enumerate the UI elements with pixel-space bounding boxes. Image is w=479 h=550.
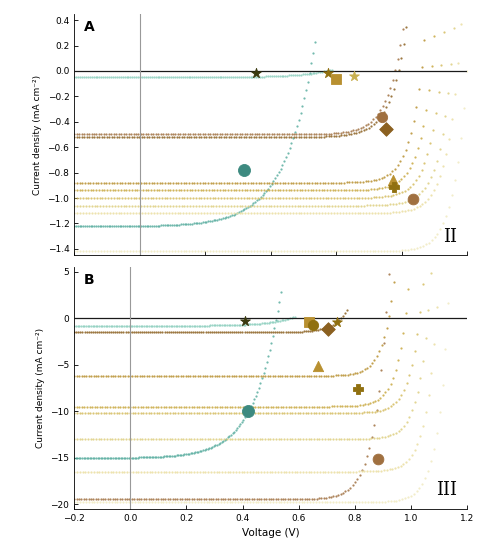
Point [374,454,382,463]
Point [389,176,397,185]
Point [241,316,249,325]
Text: B: B [84,273,95,287]
Point [324,324,332,333]
Point [332,74,340,83]
Y-axis label: Current density (mA cm⁻²): Current density (mA cm⁻²) [33,74,42,195]
Point [333,318,341,327]
Point [409,195,417,204]
Point [324,69,332,78]
Point [378,112,386,121]
Point [252,69,260,78]
Point [315,361,322,370]
Point [350,72,358,80]
Text: II: II [443,228,457,245]
Text: A: A [84,20,95,34]
Point [382,125,390,134]
Y-axis label: Current density (mA cm⁻²): Current density (mA cm⁻²) [36,328,45,448]
Point [390,182,398,191]
Point [306,317,313,326]
Point [354,384,362,393]
Text: III: III [436,481,457,499]
Point [309,321,317,329]
Point [244,407,251,416]
Point [240,166,248,174]
X-axis label: Voltage (V): Voltage (V) [242,528,299,538]
